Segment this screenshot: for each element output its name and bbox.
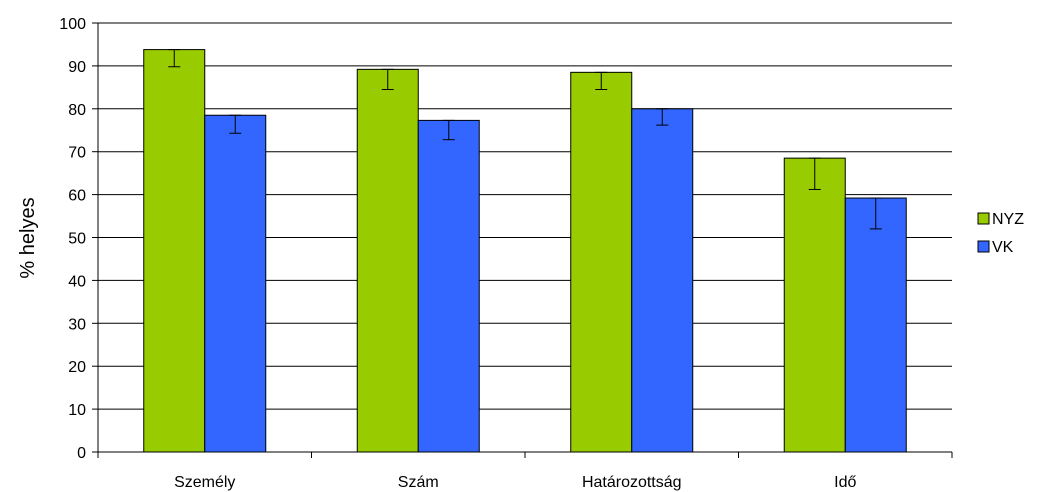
error-bars: [168, 49, 882, 230]
y-tick-label: 100: [59, 16, 86, 33]
y-tick-label: 20: [68, 359, 86, 376]
legend-label-vk: VK: [992, 239, 1014, 256]
y-tick-label: 50: [68, 231, 86, 248]
bar-nyz: [570, 71, 633, 453]
y-axis-label: % helyes: [17, 197, 39, 278]
y-tick-label: 10: [68, 402, 86, 419]
y-tick-label: 80: [68, 102, 86, 119]
legend-swatch-nyz: [977, 212, 990, 225]
y-tick-label: 30: [68, 316, 86, 333]
x-category-label: Személy: [174, 474, 235, 491]
y-tick-label: 60: [68, 188, 86, 205]
y-tick-labels: 0 10 20 30 40 50 60 70 80 90 100: [59, 16, 86, 462]
bar-vk: [204, 114, 267, 453]
y-tick-label: 70: [68, 145, 86, 162]
x-category-label: Határozottság: [582, 474, 682, 491]
bar-vk: [631, 108, 694, 453]
axes: [92, 22, 953, 458]
x-category-labels: Személy Szám Határozottság Idő: [174, 474, 856, 491]
legend-label-nyz: NYZ: [992, 211, 1024, 228]
bar-nyz: [356, 68, 419, 453]
y-tick-label: 40: [68, 273, 86, 290]
y-tick-label: 90: [68, 59, 86, 76]
legend-swatch-vk: [977, 240, 990, 253]
bar-vk: [844, 197, 907, 453]
x-category-label: Szám: [398, 474, 439, 491]
bar-nyz: [783, 157, 846, 453]
bar-vk: [417, 119, 480, 453]
y-tick-label: 0: [77, 445, 86, 462]
bar-nyz: [143, 49, 206, 453]
bars: [143, 49, 907, 453]
legend: NYZ VK: [977, 211, 1024, 256]
x-category-label: Idő: [834, 474, 856, 491]
